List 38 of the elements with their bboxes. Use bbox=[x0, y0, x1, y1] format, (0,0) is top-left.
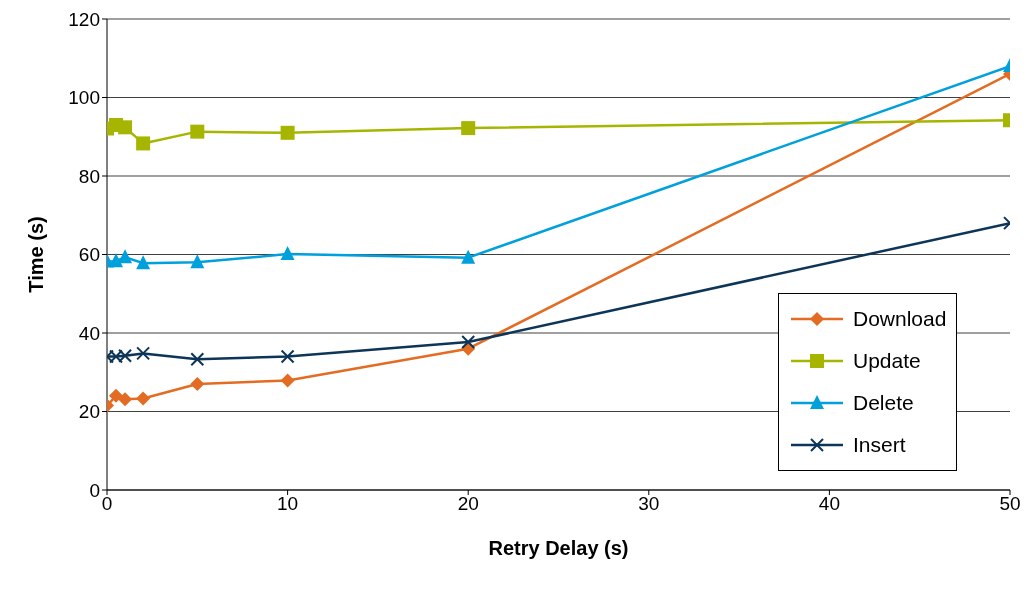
y-tick-label: 80 bbox=[78, 165, 100, 187]
point bbox=[190, 254, 205, 269]
x-tick-label: 50 bbox=[999, 493, 1021, 515]
point bbox=[136, 346, 151, 361]
point bbox=[136, 136, 151, 151]
point bbox=[461, 335, 476, 350]
point bbox=[280, 373, 295, 388]
point bbox=[118, 249, 133, 264]
legend-label: Insert bbox=[853, 433, 906, 457]
point bbox=[118, 120, 133, 135]
y-tick-label: 100 bbox=[68, 87, 100, 109]
y-tick-label: 20 bbox=[78, 401, 100, 423]
y-tick-label: 40 bbox=[78, 322, 100, 344]
y-tick-label: 0 bbox=[89, 479, 100, 501]
point bbox=[190, 352, 205, 367]
point bbox=[190, 377, 205, 392]
point bbox=[136, 255, 151, 270]
point bbox=[461, 249, 476, 264]
legend-label: Download bbox=[853, 307, 947, 331]
legend-label: Update bbox=[853, 349, 921, 373]
x-tick-label: 40 bbox=[818, 493, 840, 515]
y-tick-label: 120 bbox=[68, 8, 100, 30]
x-tick-label: 10 bbox=[277, 493, 299, 515]
point bbox=[280, 125, 295, 140]
point bbox=[109, 388, 124, 403]
point bbox=[109, 253, 124, 268]
point bbox=[190, 124, 205, 139]
x-axis-title: Retry Delay (s) bbox=[488, 537, 629, 559]
point bbox=[280, 349, 295, 364]
point bbox=[280, 246, 295, 261]
y-axis-title: Time (s) bbox=[25, 216, 48, 293]
x-tick-label: 20 bbox=[457, 493, 479, 515]
point bbox=[118, 392, 133, 407]
legend-label: Delete bbox=[853, 391, 914, 415]
x-tick-label: 30 bbox=[638, 493, 660, 515]
point bbox=[136, 391, 151, 406]
y-tick-label: 60 bbox=[78, 244, 100, 266]
point bbox=[461, 121, 476, 136]
